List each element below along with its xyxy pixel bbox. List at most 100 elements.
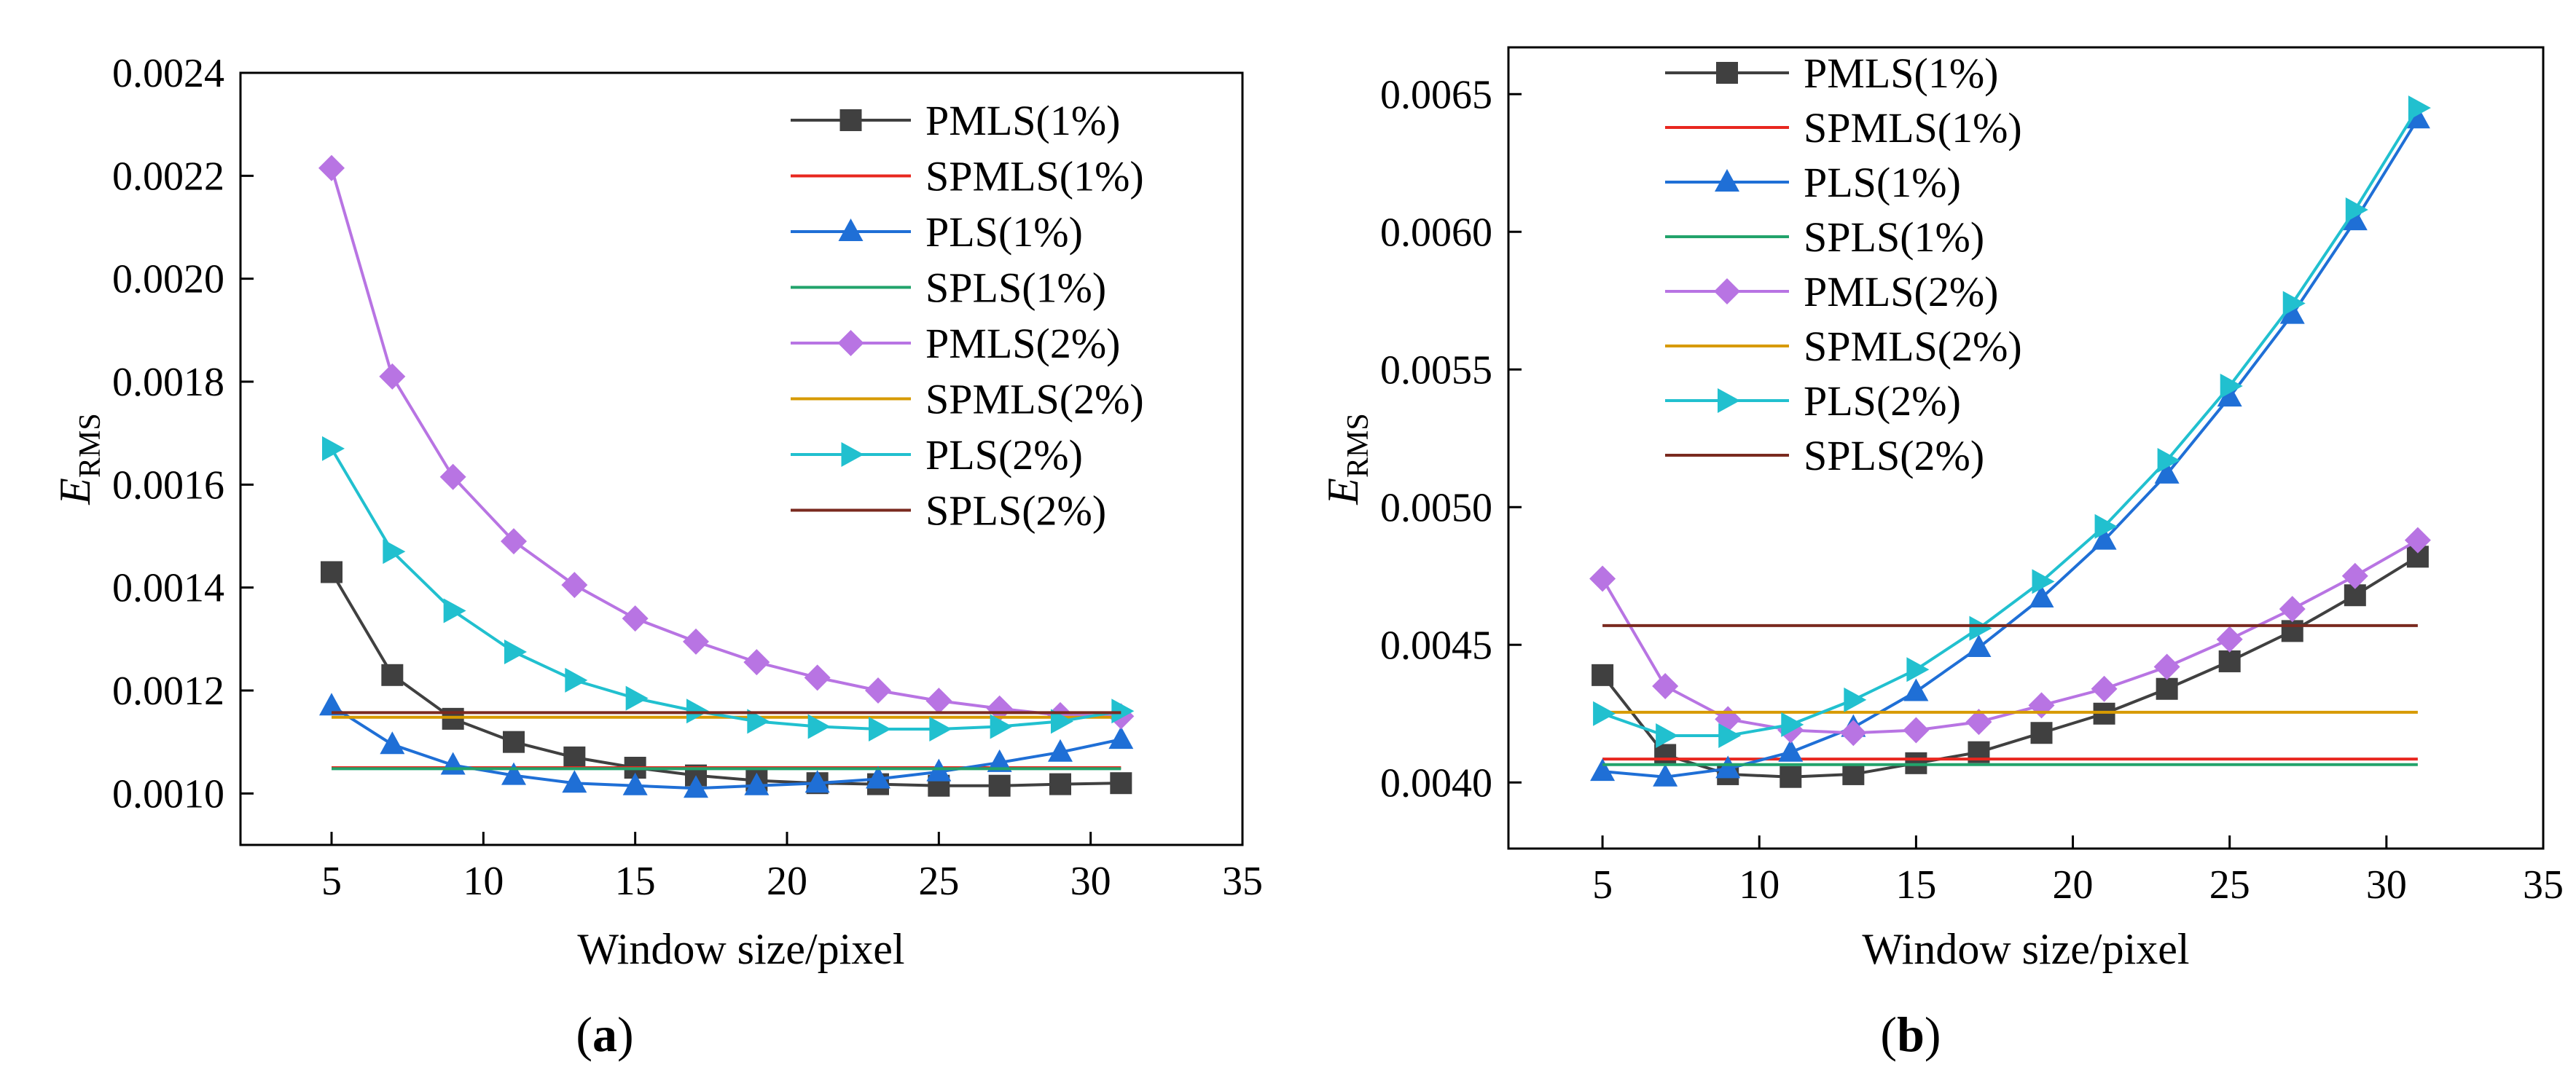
panel-a-point-pls-1-29 <box>1048 739 1073 762</box>
panel-b-point-pls-2-31 <box>2408 95 2431 121</box>
panel-b-y-axis-label-sub: RMS <box>1342 413 1375 478</box>
panel-a-point-pls-1-19 <box>744 772 770 795</box>
panel-b-x-tick-label-10: 10 <box>1739 862 1780 908</box>
panel-b-legend-label-spmls-2: SPMLS(2%) <box>1804 323 2022 370</box>
panel-a-legend-marker-pmls-2 <box>837 330 864 356</box>
panel-a-point-pmls-2-27 <box>986 695 1013 722</box>
panel-a-series-line-pls-2 <box>330 447 1121 731</box>
panel-a-legend-label-spls-2: SPLS(2%) <box>925 487 1106 535</box>
panel-a-legend-marker-pls-2 <box>841 442 864 467</box>
panel-a-point-pmls-2-7 <box>379 363 406 390</box>
panel-b-point-pmls-2-13 <box>1840 720 1867 747</box>
panel-a-legend-label-pmls-1: PMLS(1%) <box>925 97 1120 144</box>
panel-a-point-pmls-1-29 <box>1049 773 1071 795</box>
panel-a-y-tick-label-2: 0.0014 <box>112 566 224 611</box>
panel-b-point-pls-2-17 <box>1969 615 1992 641</box>
panel-a-point-pmls-2-23 <box>865 677 891 704</box>
panel-b-x-tick-label-25: 25 <box>2209 862 2250 908</box>
panel-a-ticks: 5 10 15 20 25 30 35 0.0010 0.0012 0.0014 0.0016 0.0… <box>112 51 1263 904</box>
panel-a-point-pmls-1-11 <box>503 731 525 753</box>
panel-b-x-tick-label-30: 30 <box>2366 862 2407 908</box>
panel-b-x-tick-label-5: 5 <box>1592 862 1613 908</box>
panel-b-legend-label-spls-2: SPLS(2%) <box>1804 432 1984 479</box>
panel-a-point-pls-1-31 <box>1108 726 1134 750</box>
panel-b-y-axis-label: ERMS <box>1319 413 1375 505</box>
panel-b-ticks: 5 10 15 20 25 30 35 0.0040 0.0045 0.0050 0.0055 0.0… <box>1380 72 2564 908</box>
panel-a: 5 10 15 20 25 30 35 0.0010 0.0012 0.0014 0.0016 0.0… <box>51 51 1263 1062</box>
panel-b-legend-marker-pmls-2 <box>1714 278 1740 304</box>
panel-b-caption-letter: b <box>1897 1007 1925 1062</box>
panel-a-point-pmls-2-11 <box>501 528 527 555</box>
panel-b-x-tick-label-15: 15 <box>1895 862 1936 908</box>
panel-a-legend-marker-pls-1 <box>838 219 864 241</box>
panel-a-point-pmls-2-15 <box>622 605 649 632</box>
panel-b-legend-label-pls-2: PLS(2%) <box>1804 377 1961 425</box>
panel-b-point-pmls-2-7 <box>1652 672 1679 699</box>
panel-a-y-axis-label-sub: RMS <box>74 413 107 478</box>
panel-b-point-pmls-1-13 <box>1842 763 1865 785</box>
panel-a-x-axis-label: Window size/pixel <box>577 925 904 973</box>
panel-b-x-tick-label-20: 20 <box>2053 862 2094 908</box>
panel-b-legend: PMLS(1%) SPMLS(1%) PLS(1%) SPLS(1%) PMLS(2%)… <box>1665 50 2022 479</box>
panel-a-point-pmls-2-13 <box>561 572 588 599</box>
panel-b-y-tick-label-3: 0.0055 <box>1380 347 1492 393</box>
panel-a-point-pls-2-29 <box>1051 709 1073 734</box>
panel-a-legend-label-spmls-1: SPMLS(1%) <box>925 153 1144 200</box>
panel-b-point-pmls-2-25 <box>2216 626 2243 653</box>
panel-b-point-pls-1-25 <box>2217 384 2242 407</box>
panel-b-y-tick-label-4: 0.0060 <box>1380 210 1492 255</box>
panel-a-point-pls-1-21 <box>804 770 830 793</box>
panel-a-caption-close: ) <box>617 1007 634 1062</box>
panel-b-y-tick-label-1: 0.0045 <box>1380 623 1492 668</box>
panel-b-y-tick-label-2: 0.0050 <box>1380 485 1492 530</box>
panel-a-x-tick-label-15: 15 <box>615 859 656 904</box>
panel-b-point-pmls-1-7 <box>1654 744 1677 766</box>
panel-b-point-pmls-1-19 <box>2030 722 2053 744</box>
panel-b-legend-label-spls-1: SPLS(1%) <box>1804 213 1984 261</box>
panel-a-point-pmls-2-17 <box>683 628 709 655</box>
panel-a-legend-label-spls-1: SPLS(1%) <box>925 264 1106 312</box>
panel-b: 5 10 15 20 25 30 35 0.0040 0.0045 0.0050 0.0055 0.0… <box>1319 46 2564 1062</box>
panel-b-y-tick-label-0: 0.0040 <box>1380 760 1492 806</box>
panel-b-point-pls-2-7 <box>1656 723 1679 749</box>
panel-b-point-pmls-2-23 <box>2153 653 2180 680</box>
panel-b-legend-marker-pmls-1 <box>1716 62 1738 84</box>
panel-a-point-pls-2-11 <box>504 640 527 664</box>
panel-a-legend-label-pmls-2: PMLS(2%) <box>925 320 1120 367</box>
panel-a-point-pmls-2-9 <box>439 463 466 490</box>
panel-b-point-pls-1-9 <box>1715 755 1741 779</box>
panel-b-point-pls-1-23 <box>2154 460 2180 484</box>
panel-a-x-tick-label-10: 10 <box>463 859 504 904</box>
panel-a-series-line-pls-1 <box>330 704 1121 790</box>
panel-b-legend-label-pmls-2: PMLS(2%) <box>1804 268 1998 315</box>
panel-b-point-pmls-2-21 <box>2091 675 2118 702</box>
panel-b-point-pls-1-21 <box>2091 527 2117 550</box>
panel-a-point-pls-2-13 <box>565 667 588 693</box>
panel-b-plot-frame <box>1507 46 2545 850</box>
panel-a-point-pmls-1-31 <box>1110 772 1132 795</box>
panel-a-y-tick-label-6: 0.0022 <box>112 154 224 199</box>
panel-b-point-pmls-1-25 <box>2218 650 2241 672</box>
panel-a-legend-label-pls-2: PLS(2%) <box>925 431 1083 479</box>
panel-a-point-pmls-1-9 <box>442 707 464 730</box>
panel-a-y-axis-label: ERMS <box>51 413 107 505</box>
panel-b-point-pls-1-29 <box>2342 208 2368 231</box>
panel-b-caption-open: ( <box>1880 1007 1897 1062</box>
panel-b-legend-marker-pls-1 <box>1715 169 1739 192</box>
panel-b-point-pls-1-5 <box>1590 758 1616 782</box>
panel-b-legend-label-spmls-1: SPMLS(1%) <box>1804 104 2022 152</box>
panel-b-y-tick-label-5: 0.0065 <box>1380 72 1492 117</box>
panel-b-point-pls-2-25 <box>2220 373 2243 398</box>
panel-b-point-pls-2-5 <box>1593 701 1616 726</box>
panel-a-legend: PMLS(1%) SPMLS(1%) PLS(1%) SPLS(1%) PMLS(2%)… <box>791 97 1144 535</box>
panel-a-point-pmls-1-5 <box>321 561 342 583</box>
panel-b-point-pls-1-27 <box>2279 301 2305 324</box>
panel-b-marks <box>1589 95 2431 788</box>
panel-b-x-tick-label-35: 35 <box>2523 862 2564 908</box>
panel-a-point-pmls-2-19 <box>743 649 770 676</box>
panel-a-x-tick-label-30: 30 <box>1070 859 1111 904</box>
panel-a-x-tick-label-35: 35 <box>1222 859 1263 904</box>
panel-b-legend-label-pmls-1: PMLS(1%) <box>1804 50 1998 97</box>
